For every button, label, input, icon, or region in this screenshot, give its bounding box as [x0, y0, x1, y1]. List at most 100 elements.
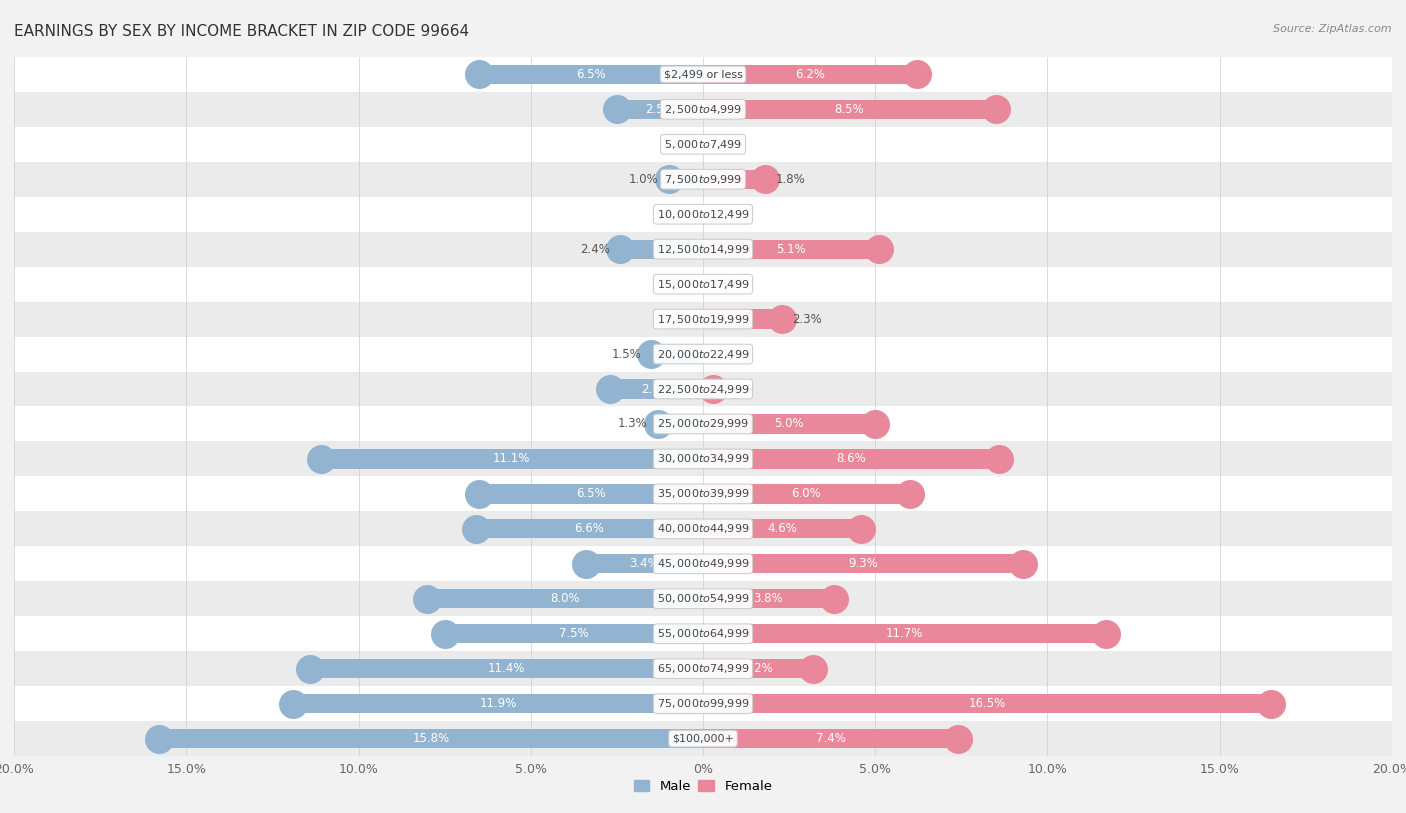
- Text: 15.8%: 15.8%: [412, 733, 450, 745]
- Bar: [703, 415, 875, 433]
- Legend: Male, Female: Male, Female: [628, 775, 778, 798]
- Text: 0.0%: 0.0%: [713, 278, 742, 290]
- Text: 0.0%: 0.0%: [713, 348, 742, 360]
- Text: EARNINGS BY SEX BY INCOME BRACKET IN ZIP CODE 99664: EARNINGS BY SEX BY INCOME BRACKET IN ZIP…: [14, 24, 470, 39]
- Bar: [311, 659, 703, 678]
- Text: 1.3%: 1.3%: [619, 418, 648, 430]
- Bar: [703, 485, 910, 503]
- Text: 3.8%: 3.8%: [754, 593, 783, 605]
- Text: $35,000 to $39,999: $35,000 to $39,999: [657, 488, 749, 500]
- Bar: [703, 729, 957, 748]
- Text: $15,000 to $17,499: $15,000 to $17,499: [657, 278, 749, 290]
- Text: $65,000 to $74,999: $65,000 to $74,999: [657, 663, 749, 675]
- Bar: [14, 127, 1392, 162]
- Bar: [14, 476, 1392, 511]
- Bar: [703, 624, 1107, 643]
- Text: $2,500 to $4,999: $2,500 to $4,999: [664, 103, 742, 115]
- Text: 6.5%: 6.5%: [576, 488, 606, 500]
- Text: $17,500 to $19,999: $17,500 to $19,999: [657, 313, 749, 325]
- Bar: [14, 511, 1392, 546]
- Bar: [610, 380, 703, 398]
- Bar: [292, 694, 703, 713]
- Bar: [617, 100, 703, 119]
- Text: 0.0%: 0.0%: [713, 138, 742, 150]
- Text: $10,000 to $12,499: $10,000 to $12,499: [657, 208, 749, 220]
- Text: 6.5%: 6.5%: [576, 68, 606, 80]
- Text: 5.1%: 5.1%: [776, 243, 806, 255]
- Bar: [703, 554, 1024, 573]
- Text: $12,500 to $14,999: $12,500 to $14,999: [657, 243, 749, 255]
- Bar: [14, 406, 1392, 441]
- Bar: [14, 337, 1392, 372]
- Bar: [479, 485, 703, 503]
- Text: $55,000 to $64,999: $55,000 to $64,999: [657, 628, 749, 640]
- Text: $100,000+: $100,000+: [672, 733, 734, 744]
- Bar: [14, 721, 1392, 756]
- Bar: [586, 554, 703, 573]
- Text: 11.7%: 11.7%: [886, 628, 924, 640]
- Text: 6.6%: 6.6%: [575, 523, 605, 535]
- Text: 1.0%: 1.0%: [628, 173, 658, 185]
- Bar: [669, 170, 703, 189]
- Bar: [703, 694, 1271, 713]
- Text: 6.0%: 6.0%: [792, 488, 821, 500]
- Text: $7,500 to $9,999: $7,500 to $9,999: [664, 173, 742, 185]
- Text: 1.5%: 1.5%: [612, 348, 641, 360]
- Text: 7.5%: 7.5%: [560, 628, 589, 640]
- Text: 2.7%: 2.7%: [641, 383, 672, 395]
- Bar: [14, 546, 1392, 581]
- Text: $45,000 to $49,999: $45,000 to $49,999: [657, 558, 749, 570]
- Text: $2,499 or less: $2,499 or less: [664, 69, 742, 80]
- Bar: [14, 581, 1392, 616]
- Text: 0.3%: 0.3%: [724, 383, 754, 395]
- Text: 0.0%: 0.0%: [664, 138, 693, 150]
- Text: 5.0%: 5.0%: [775, 418, 804, 430]
- Bar: [651, 345, 703, 363]
- Bar: [703, 170, 765, 189]
- Bar: [703, 659, 813, 678]
- Text: $40,000 to $44,999: $40,000 to $44,999: [657, 523, 749, 535]
- Bar: [703, 520, 862, 538]
- Bar: [703, 380, 713, 398]
- Bar: [703, 240, 879, 259]
- Bar: [321, 450, 703, 468]
- Text: 2.3%: 2.3%: [793, 313, 823, 325]
- Text: $50,000 to $54,999: $50,000 to $54,999: [657, 593, 749, 605]
- Text: 7.4%: 7.4%: [815, 733, 845, 745]
- Bar: [703, 65, 917, 84]
- Text: 3.2%: 3.2%: [744, 663, 773, 675]
- Text: $30,000 to $34,999: $30,000 to $34,999: [657, 453, 749, 465]
- Text: 3.4%: 3.4%: [630, 558, 659, 570]
- Bar: [14, 686, 1392, 721]
- Text: $22,500 to $24,999: $22,500 to $24,999: [657, 383, 749, 395]
- Text: 8.6%: 8.6%: [837, 453, 866, 465]
- Bar: [14, 197, 1392, 232]
- Text: $25,000 to $29,999: $25,000 to $29,999: [657, 418, 749, 430]
- Text: 0.0%: 0.0%: [664, 208, 693, 220]
- Bar: [14, 441, 1392, 476]
- Text: 0.0%: 0.0%: [664, 313, 693, 325]
- Text: 8.0%: 8.0%: [550, 593, 581, 605]
- Text: 1.8%: 1.8%: [775, 173, 806, 185]
- Text: 0.0%: 0.0%: [664, 278, 693, 290]
- Text: 0.0%: 0.0%: [713, 208, 742, 220]
- Bar: [14, 651, 1392, 686]
- Text: $20,000 to $22,499: $20,000 to $22,499: [657, 348, 749, 360]
- Bar: [14, 232, 1392, 267]
- Bar: [444, 624, 703, 643]
- Bar: [14, 92, 1392, 127]
- Text: 2.4%: 2.4%: [581, 243, 610, 255]
- Bar: [14, 372, 1392, 406]
- Text: 4.6%: 4.6%: [768, 523, 797, 535]
- Text: 11.1%: 11.1%: [494, 453, 530, 465]
- Bar: [703, 450, 1000, 468]
- Bar: [620, 240, 703, 259]
- Bar: [479, 65, 703, 84]
- Bar: [14, 57, 1392, 92]
- Text: 9.3%: 9.3%: [848, 558, 879, 570]
- Text: Source: ZipAtlas.com: Source: ZipAtlas.com: [1274, 24, 1392, 34]
- Text: 11.9%: 11.9%: [479, 698, 517, 710]
- Text: 6.2%: 6.2%: [794, 68, 825, 80]
- Bar: [14, 162, 1392, 197]
- Bar: [703, 100, 995, 119]
